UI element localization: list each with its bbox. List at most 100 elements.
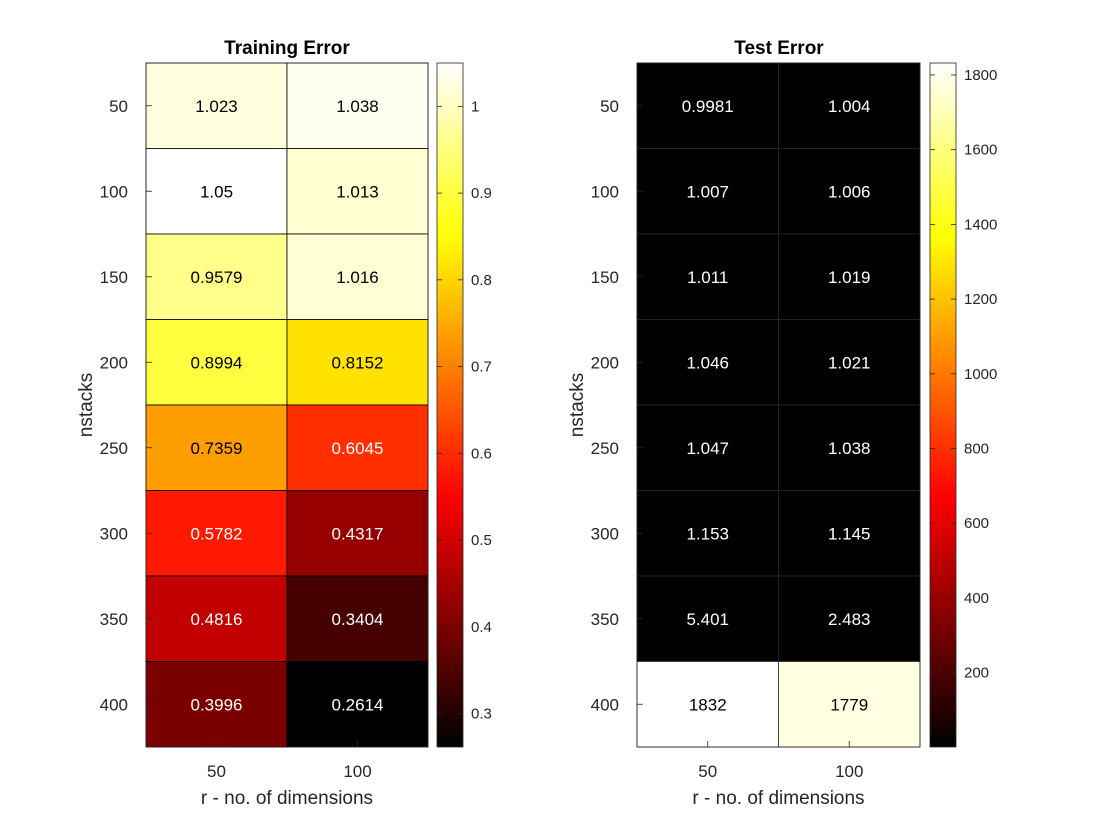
training-error-ytick-label: 150 [100,268,128,287]
test-error-cell-r3-c0 [636,319,779,406]
training-error-ylabel: nstacks [76,373,97,437]
training-error-cell-r4-c1 [286,404,429,491]
test-error-cell-r6-c0 [636,575,779,662]
test-error-cell-r1-c1 [778,148,921,235]
test-error-cell-label-r2-c0: 1.011 [687,268,728,287]
test-error-ytick-label: 150 [591,268,619,287]
test-error-cell-label-r3-c0: 1.046 [686,353,729,372]
training-error-colorbar-tick-label: 0.9 [471,185,492,202]
training-error-cell-r2-c1 [286,233,429,320]
test-error-cell-r4-c1 [778,404,921,491]
training-error-cell-r7-c1 [286,661,429,748]
training-error-cell-label-r3-c1: 0.8152 [332,353,384,372]
test-error-cell-r0-c1 [778,62,921,149]
training-error-cell-r6-c0 [145,575,288,662]
test-error-colorbar-tick-label: 400 [964,590,989,607]
training-error-colorbar-tick-label: 0.6 [471,445,492,462]
training-error-cell-label-r0-c0: 1.023 [195,97,238,116]
test-error-cell-label-r7-c1: 1779 [830,695,868,714]
test-error-cell-label-r5-c1: 1.145 [828,524,871,543]
test-error-xlabel: r - no. of dimensions [692,788,864,809]
training-error-ytick-label: 350 [100,610,128,629]
test-error-cell-r2-c0 [636,233,779,320]
test-error-cell-label-r6-c1: 2.483 [828,610,871,629]
training-error-cell-label-r7-c1: 0.2614 [332,695,384,714]
training-error-ytick-label: 250 [100,439,128,458]
training-error-colorbar-tick-label: 1 [471,98,479,115]
test-error-ytick-label: 100 [591,182,619,201]
test-error-colorbar-tick-label: 1400 [964,216,997,233]
test-error-colorbar-tick-label: 600 [964,515,989,532]
training-error-colorbar [436,62,464,748]
test-error-cell-r7-c1 [778,661,921,748]
training-error-colorbar-tick-label: 0.4 [471,619,492,636]
training-error-colorbar-tick-label: 0.3 [471,706,492,723]
training-error-cell-label-r7-c0: 0.3996 [191,695,243,714]
training-error-cell-r0-c0 [145,62,288,149]
training-error-cell-r7-c0 [145,661,288,748]
training-error-cell-label-r4-c0: 0.7359 [191,439,243,458]
test-error-cell-r2-c1 [778,233,921,320]
training-error-cell-label-r5-c1: 0.4317 [332,524,384,543]
test-error-cell-label-r3-c1: 1.021 [828,353,871,372]
test-error-xtick-label: 50 [698,762,717,781]
training-error-cell-label-r2-c0: 0.9579 [191,268,243,287]
training-error-cell-r5-c1 [286,490,429,577]
training-error-cell-label-r0-c1: 1.038 [336,97,379,116]
training-error-cell-r6-c1 [286,575,429,662]
training-error-ytick-label: 300 [100,524,128,543]
test-error-colorbar-tick-label: 1800 [964,67,997,84]
test-error-ytick-label: 200 [591,353,619,372]
test-error-cell-label-r2-c1: 1.019 [828,268,871,287]
training-error-cell-label-r3-c0: 0.8994 [191,353,243,372]
training-error-xlabel: r - no. of dimensions [201,788,373,809]
test-error-colorbar-tick-label: 1600 [964,142,997,159]
training-error-cell-label-r2-c1: 1.016 [336,268,379,287]
test-error-cell-r4-c0 [636,404,779,491]
test-error-cell-r6-c1 [778,575,921,662]
test-error-cell-label-r4-c1: 1.038 [828,439,871,458]
test-error-panel: 0.9981 1.004 1.007 1.006 1.011 1.019 1.046 1.02… [567,38,997,809]
training-error-xtick-label: 100 [343,762,371,781]
training-error-cell-r1-c0 [145,148,288,235]
test-error-ytick-label: 250 [591,439,619,458]
test-error-ylabel: nstacks [567,373,588,437]
test-error-colorbar-tick-label: 1200 [964,291,997,308]
test-error-cell-r0-c0 [636,62,779,149]
training-error-cell-r3-c1 [286,319,429,406]
training-error-cell-r2-c0 [145,233,288,320]
training-error-cell-label-r6-c1: 0.3404 [332,610,384,629]
test-error-cell-label-r7-c0: 1832 [689,695,727,714]
test-error-cell-label-r1-c0: 1.007 [686,182,729,201]
training-error-colorbar-tick-label: 0.7 [471,359,492,376]
training-error-ytick-label: 400 [100,695,128,714]
training-error-cell-label-r4-c1: 0.6045 [332,439,384,458]
training-error-colorbar-tick-label: 0.5 [471,532,492,549]
training-error-title: Training Error [224,38,350,59]
training-error-cell-label-r6-c0: 0.4816 [191,610,243,629]
training-error-colorbar-tick-label: 0.8 [471,272,492,289]
test-error-cell-label-r6-c0: 5.401 [686,610,729,629]
training-error-ytick-label: 100 [100,182,128,201]
test-error-title: Test Error [734,38,824,59]
training-error-cell-label-r1-c1: 1.013 [336,182,379,201]
training-error-cell-label-r5-c0: 0.5782 [191,524,243,543]
test-error-plot-frame [636,62,921,748]
test-error-ytick-label: 400 [591,695,619,714]
training-error-cell-label-r1-c0: 1.05 [200,182,233,201]
training-error-cell-r0-c1 [286,62,429,149]
training-error-ytick-label: 200 [100,353,128,372]
training-error-plot-frame [145,62,429,748]
test-error-cell-label-r0-c0: 0.9981 [682,97,734,116]
test-error-colorbar [929,62,957,748]
test-error-ytick-label: 350 [591,610,619,629]
test-error-ytick-label: 50 [600,97,619,116]
test-error-cell-r3-c1 [778,319,921,406]
test-error-cell-label-r5-c0: 1.153 [686,524,729,543]
test-error-colorbar-tick-label: 800 [964,441,989,458]
test-error-cell-label-r4-c0: 1.047 [686,439,729,458]
test-error-colorbar-tick-label: 200 [964,665,989,682]
test-error-ytick-label: 300 [591,524,619,543]
